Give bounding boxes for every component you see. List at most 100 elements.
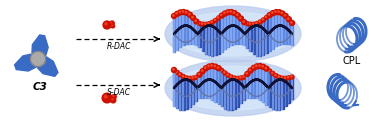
Bar — [192, 18, 194, 44]
Circle shape — [173, 69, 174, 70]
Bar — [246, 74, 247, 98]
Circle shape — [213, 64, 218, 69]
Circle shape — [243, 21, 244, 22]
Bar — [205, 24, 206, 54]
Circle shape — [178, 10, 183, 15]
Bar — [179, 75, 181, 110]
Bar — [269, 15, 270, 51]
Bar — [253, 68, 255, 98]
Circle shape — [271, 12, 273, 13]
Polygon shape — [32, 35, 48, 55]
Circle shape — [246, 73, 248, 74]
Circle shape — [175, 71, 179, 74]
Bar — [221, 71, 222, 107]
Circle shape — [233, 12, 235, 13]
Bar — [246, 24, 247, 48]
Circle shape — [192, 77, 193, 78]
Circle shape — [284, 15, 286, 16]
Bar — [192, 18, 193, 44]
Bar — [176, 14, 178, 50]
Bar — [221, 15, 223, 51]
Circle shape — [261, 18, 265, 22]
Bar — [214, 20, 217, 55]
Circle shape — [201, 22, 205, 26]
Bar — [249, 24, 250, 51]
Bar — [198, 75, 201, 98]
Bar — [224, 73, 225, 108]
Bar — [278, 77, 280, 110]
Circle shape — [267, 13, 272, 18]
Bar — [195, 21, 197, 45]
Bar — [224, 14, 225, 49]
Circle shape — [227, 74, 228, 75]
Bar — [195, 21, 196, 45]
Circle shape — [239, 76, 243, 80]
Circle shape — [281, 12, 282, 14]
Circle shape — [237, 14, 238, 15]
Circle shape — [186, 77, 187, 78]
Circle shape — [194, 75, 198, 79]
Bar — [272, 73, 274, 109]
Bar — [173, 16, 174, 52]
Circle shape — [214, 19, 215, 20]
Circle shape — [102, 93, 112, 103]
Bar — [243, 77, 244, 100]
Circle shape — [194, 19, 199, 24]
Bar — [227, 12, 229, 47]
Bar — [224, 73, 226, 108]
Circle shape — [191, 76, 195, 80]
Circle shape — [112, 25, 113, 26]
Bar — [176, 14, 177, 50]
Bar — [291, 77, 293, 99]
Bar — [269, 71, 270, 107]
Circle shape — [239, 16, 243, 21]
Circle shape — [191, 15, 196, 20]
Circle shape — [270, 11, 275, 16]
Circle shape — [198, 22, 200, 24]
Bar — [240, 19, 242, 44]
Circle shape — [254, 64, 259, 69]
Bar — [176, 72, 178, 108]
Ellipse shape — [165, 6, 301, 62]
Circle shape — [112, 99, 113, 100]
Bar — [281, 78, 284, 108]
Bar — [208, 24, 210, 55]
Circle shape — [220, 14, 222, 16]
Bar — [291, 23, 293, 45]
Bar — [256, 24, 257, 56]
Bar — [262, 67, 264, 102]
Circle shape — [280, 76, 284, 80]
Bar — [278, 12, 279, 45]
Circle shape — [216, 66, 221, 71]
Circle shape — [230, 11, 231, 12]
Circle shape — [185, 76, 189, 80]
Bar — [278, 12, 280, 45]
Bar — [262, 67, 263, 102]
Circle shape — [264, 66, 269, 71]
Bar — [201, 71, 204, 98]
Circle shape — [274, 10, 279, 15]
Bar — [173, 70, 175, 106]
Circle shape — [184, 10, 189, 15]
Circle shape — [208, 22, 209, 24]
Circle shape — [243, 76, 244, 77]
Bar — [198, 24, 199, 47]
Circle shape — [268, 14, 270, 15]
Circle shape — [223, 71, 227, 75]
Circle shape — [112, 94, 116, 99]
Bar — [205, 68, 207, 98]
Bar — [183, 77, 185, 110]
Circle shape — [271, 71, 275, 75]
Circle shape — [203, 66, 208, 71]
Bar — [275, 12, 277, 46]
Circle shape — [246, 22, 248, 24]
Bar — [227, 75, 229, 110]
Bar — [237, 78, 239, 107]
Bar — [285, 16, 287, 44]
Bar — [208, 67, 210, 98]
Circle shape — [233, 77, 235, 78]
Circle shape — [278, 76, 279, 77]
Bar — [186, 13, 188, 44]
Bar — [208, 24, 209, 55]
Circle shape — [284, 77, 286, 78]
